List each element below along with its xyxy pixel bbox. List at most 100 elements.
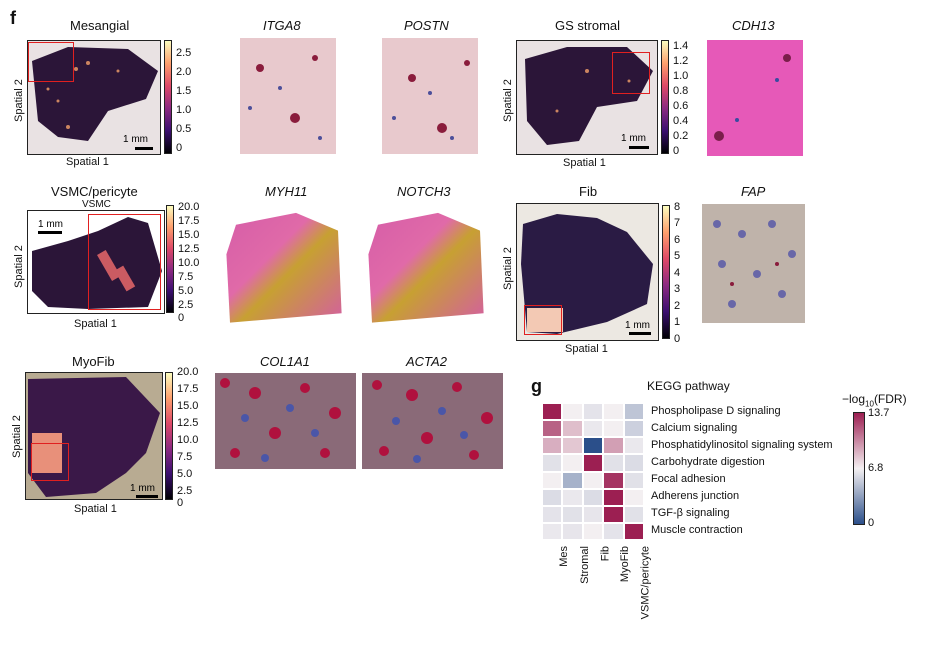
heatmap-row-label: Focal adhesion [651,473,726,486]
col1a1-title: COL1A1 [260,354,310,369]
cbar-tick: 1.0 [176,104,192,116]
cbar-tick: 2.5 [178,299,194,311]
cbar-tick: 2.0 [176,66,192,78]
heatmap-cell [542,420,563,438]
cbar-tick: 0 [178,312,185,324]
heatmap-cell [542,505,563,523]
heatmap-cell [562,505,583,523]
cbar-tick: 1.5 [176,85,192,97]
heatmap-cell [582,420,604,438]
gs-stromal-y-label: Spatial 2 [502,79,514,122]
heatmap-cell [623,505,644,523]
heatmap-cell [582,488,604,506]
gs-stromal-title: GS stromal [555,18,621,33]
heatmap-column-label: Stromal [578,546,591,584]
svg-text:1 mm: 1 mm [625,320,650,331]
myofib-y-label: Spatial 2 [11,415,23,458]
heatmap-cell [623,420,644,438]
mesangial-tissue: 1 mm [32,47,158,150]
heatmap-cell [623,488,644,506]
heatmap-cell [542,403,563,421]
heatmap-row-label: Calcium signaling [651,421,738,434]
heatmap-cell [603,454,624,472]
heatmap-cell [623,437,644,455]
postn-histology [382,38,478,154]
heatmap-cell [582,505,604,523]
fib-spatial-plot: 1 mm [516,203,659,341]
heatmap-cell [562,522,583,540]
heatmap-row-label: Adherens junction [651,490,740,503]
cbar-tick: 1.4 [673,40,689,52]
cbar-tick: 20.0 [177,366,199,378]
kegg-row-labels: Phospholipase D signaling Calcium signali… [651,403,851,540]
cbar-tick: 0 [674,333,681,345]
heatmap-cell [603,403,624,421]
col1a1-histology [215,373,356,469]
heatmap-cell [562,420,583,438]
scale-label-1: 1 mm [123,134,148,145]
myofib-x-label: Spatial 1 [74,503,117,515]
heatmap-cell [582,471,604,489]
heatmap-cell [603,505,624,523]
fap-title: FAP [741,184,766,199]
heatmap-cell [582,437,604,455]
cbar-tick: 7.5 [178,271,194,283]
heatmap-cell [542,522,563,540]
heatmap-cell [623,454,644,472]
myofib-colorbar [165,372,173,500]
cbar-tick: 1 [674,316,681,328]
heatmap-cell [623,471,644,489]
cbar-tick: 0.6 [673,100,689,112]
heatmap-column-label: VSMC/pericyte [639,546,652,620]
kegg-colorbar-label: −log10(FDR) [842,392,907,408]
gs-stromal-colorbar [661,40,669,154]
cbar-tick: 2 [674,300,681,312]
fap-histology [702,204,805,323]
acta2-histology [362,373,503,469]
cbar-tick: 12.5 [177,417,199,429]
cbar-tick: 0.5 [176,123,192,135]
fib-title: Fib [579,184,598,199]
cbar-tick: 0.8 [673,85,689,97]
cbar-tick: 7.5 [177,451,193,463]
cbar-tick: 3 [674,283,681,295]
vsmc-roi [88,214,161,310]
heatmap-cell [562,488,583,506]
kegg-cbar-tick-min: 0 [868,517,875,529]
cbar-tick: 0 [673,145,680,157]
acta2-title: ACTA2 [406,354,447,369]
notch3-histology [368,212,484,323]
heatmap-cell [603,522,624,540]
heatmap-cell [542,437,563,455]
notch3-title: NOTCH3 [397,184,451,199]
cbar-tick: 0.2 [673,130,689,142]
heatmap-row-label: Phosphatidylinositol signaling system [651,438,833,451]
mesangial-colorbar [164,40,172,154]
vsmc-y-label: Spatial 2 [13,245,25,288]
heatmap-cell [603,437,624,455]
fib-colorbar-ticks: 8 7 6 5 4 3 2 1 0 [674,201,694,345]
cbar-tick: 4 [674,267,681,279]
cbar-tick: 2.5 [177,485,193,497]
cbar-tick: 7 [674,217,681,229]
heatmap-cell [582,403,604,421]
myofib-colorbar-ticks: 20.0 17.5 15.0 12.5 10.0 7.5 5.0 2.5 0 [177,366,217,509]
kegg-title: KEGG pathway [647,379,730,393]
cdh13-histology [707,40,803,156]
heatmap-cell [603,420,624,438]
svg-text:1 mm: 1 mm [130,483,155,494]
gs-stromal-roi [612,52,650,94]
mesangial-roi [28,42,74,82]
mesangial-title: Mesangial [70,18,130,33]
cbar-tick: 15.0 [177,400,199,412]
cbar-tick: 5.0 [178,285,194,297]
vsmc-x-label: Spatial 1 [74,318,117,330]
fib-x-label: Spatial 1 [565,343,608,355]
myofib-title: MyoFib [72,354,115,369]
cbar-tick: 12.5 [178,243,200,255]
cbar-label-post: (FDR) [873,392,907,406]
gs-stromal-colorbar-ticks: 1.4 1.2 1.0 0.8 0.6 0.4 0.2 0 [673,40,705,157]
kegg-cbar-tick-mid: 6.8 [868,462,884,474]
cbar-tick: 5.0 [177,468,193,480]
heatmap-row-label: Phospholipase D signaling [651,404,781,417]
